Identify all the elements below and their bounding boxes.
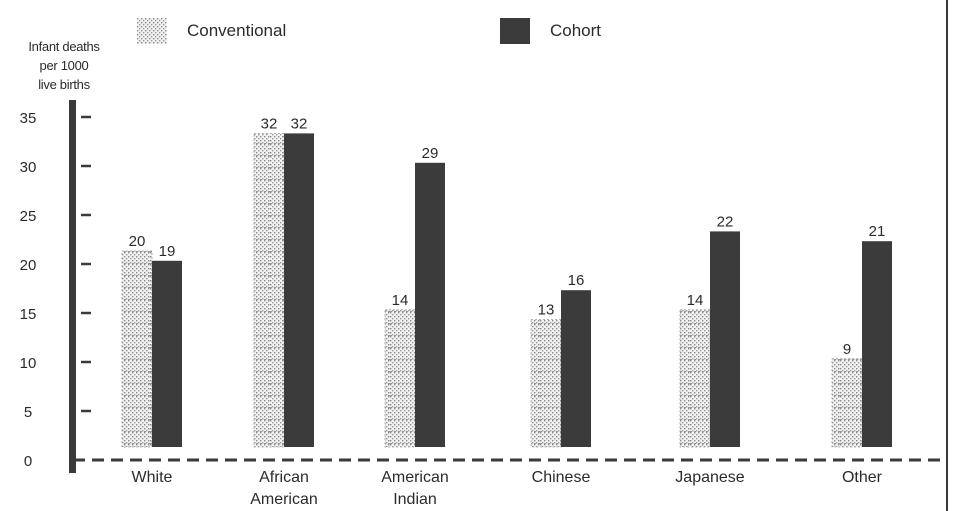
- x-category-label: Japanese: [675, 469, 744, 486]
- y-tick-label: 20: [20, 257, 37, 274]
- axes-group: 0 5 10 15 20 25 30 35: [20, 100, 940, 473]
- bars-group: [121, 132, 892, 448]
- legend-label-conventional: Conventional: [187, 21, 287, 40]
- data-label-cohort: 21: [869, 223, 886, 240]
- legend-item-conventional: Conventional: [137, 18, 286, 44]
- y-axis-label: Infant deaths per 1000 live births: [14, 37, 114, 94]
- bar-conventional: [253, 132, 285, 448]
- bar-conventional: [530, 319, 562, 448]
- data-label-cohort: 32: [291, 115, 308, 132]
- bar-conventional: [679, 309, 711, 448]
- legend-swatch-conventional: [137, 18, 167, 44]
- labels-group: 20 19 White 32 32 African American 14 29 American…: [129, 115, 886, 508]
- bar-conventional: [831, 358, 863, 448]
- y-tick-label: 5: [24, 404, 32, 421]
- legend-item-cohort: Cohort: [500, 18, 601, 44]
- x-category-label: American: [250, 491, 318, 508]
- legend-swatch-cohort: [500, 18, 530, 44]
- x-category-label: African: [259, 469, 309, 486]
- y-tick-label: 15: [20, 306, 37, 323]
- legend-label-cohort: Cohort: [550, 21, 602, 40]
- data-label-cohort: 22: [717, 213, 734, 230]
- bar-cohort: [284, 133, 314, 447]
- y-axis-label-line: per 1000: [39, 58, 89, 73]
- data-label-cohort: 19: [159, 243, 176, 260]
- y-axis-label-line: Infant deaths: [28, 39, 100, 54]
- y-tick-label: 25: [20, 208, 37, 225]
- bar-cohort: [415, 162, 445, 448]
- x-category-label: Chinese: [532, 469, 591, 486]
- data-label-conventional: 14: [392, 292, 409, 309]
- data-label-conventional: 14: [687, 292, 704, 309]
- bar-conventional: [384, 309, 416, 448]
- y-tick-label: 30: [20, 159, 37, 176]
- y-axis-line: [69, 100, 76, 473]
- x-category-label: American: [381, 469, 449, 486]
- y-tick-label: 0: [24, 453, 32, 470]
- frame-border: [946, 0, 948, 511]
- bar-cohort: [710, 231, 740, 447]
- data-label-conventional: 9: [843, 341, 851, 358]
- x-category-label: Indian: [393, 491, 437, 508]
- bar-cohort: [561, 290, 591, 447]
- data-label-cohort: 16: [568, 272, 585, 289]
- bar-cohort: [862, 241, 892, 447]
- data-label-conventional: 13: [538, 302, 555, 319]
- y-tick-label: 10: [20, 355, 37, 372]
- x-category-label: Other: [842, 469, 883, 486]
- data-label-conventional: 32: [261, 115, 278, 132]
- x-category-label: White: [132, 469, 173, 486]
- bar-conventional: [121, 250, 153, 448]
- data-label-cohort: 29: [422, 145, 439, 162]
- y-tick-label: 35: [20, 110, 37, 127]
- bar-cohort: [152, 260, 182, 447]
- y-axis-label-line: live births: [38, 77, 90, 92]
- data-label-conventional: 20: [129, 233, 146, 250]
